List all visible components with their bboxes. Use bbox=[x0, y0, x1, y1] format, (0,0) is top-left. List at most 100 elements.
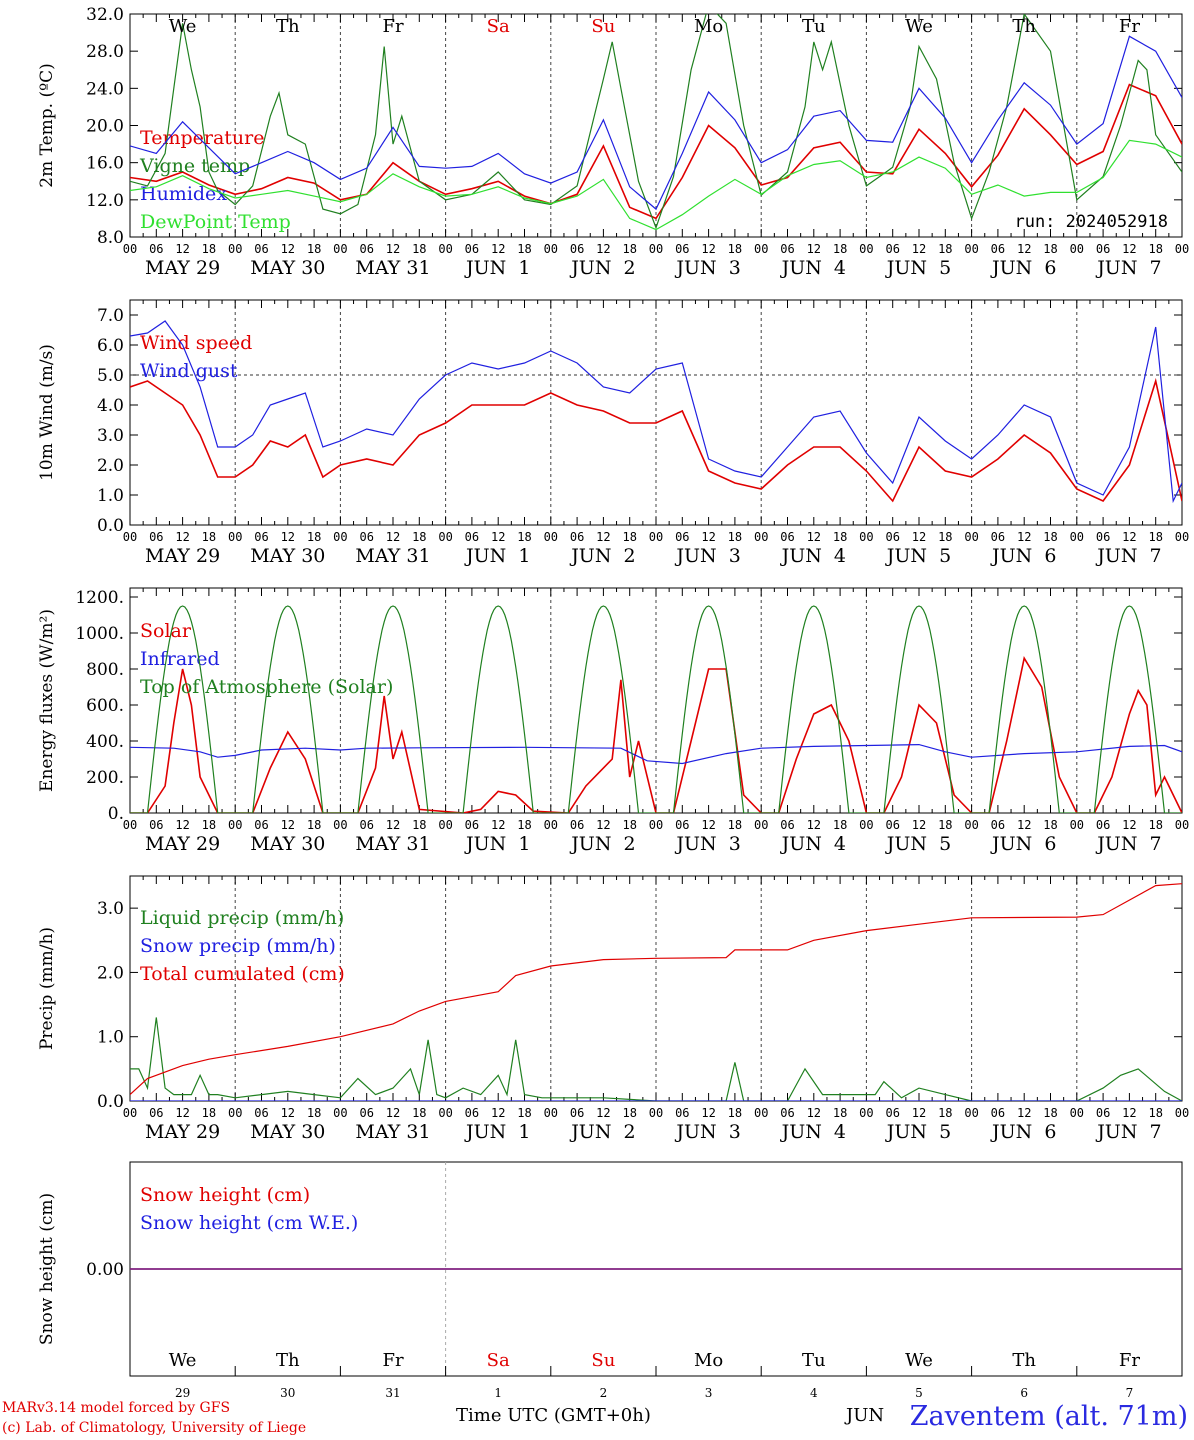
hour-tick-label: 18 bbox=[307, 530, 321, 544]
series-line-wind-speed bbox=[130, 377, 1182, 503]
hour-tick-label: 12 bbox=[596, 1106, 610, 1120]
weekday-label: Sa bbox=[487, 1350, 510, 1371]
y-axis-label: 2m Temp. (ºC) bbox=[37, 63, 57, 188]
hour-tick-label: 00 bbox=[859, 818, 873, 832]
date-label: JUN 7 bbox=[1095, 545, 1161, 567]
credit-lab: (c) Lab. of Climatology, University of L… bbox=[2, 1420, 307, 1436]
y-tick-label: 20.0 bbox=[86, 117, 124, 137]
weekday-label: Mo bbox=[694, 16, 723, 37]
hour-tick-label: 06 bbox=[570, 242, 584, 256]
hour-tick-label: 18 bbox=[1043, 818, 1057, 832]
hour-tick-label: 00 bbox=[859, 242, 873, 256]
hour-tick-label: 06 bbox=[675, 530, 689, 544]
hour-tick-label: 12 bbox=[807, 242, 821, 256]
hour-tick-label: 06 bbox=[675, 242, 689, 256]
hour-tick-label: 06 bbox=[991, 530, 1005, 544]
hour-tick-label: 12 bbox=[1122, 818, 1136, 832]
hour-tick-label: 18 bbox=[517, 818, 531, 832]
y-tick-label: 0.0 bbox=[97, 1092, 124, 1112]
weekday-label: Th bbox=[1012, 16, 1036, 37]
date-label: JUN 4 bbox=[780, 1121, 846, 1143]
hour-tick-label: 12 bbox=[1017, 1106, 1031, 1120]
date-label: MAY 30 bbox=[250, 545, 325, 567]
hour-tick-label: 00 bbox=[754, 242, 768, 256]
date-label: JUN 5 bbox=[885, 833, 951, 855]
hour-tick-label: 00 bbox=[333, 1106, 347, 1120]
hour-tick-label: 00 bbox=[754, 818, 768, 832]
weekday-label: We bbox=[169, 1350, 197, 1371]
hour-tick-label: 06 bbox=[149, 242, 163, 256]
date-label: MAY 29 bbox=[145, 833, 220, 855]
legend-vigne-temp: Vigne temp bbox=[139, 155, 250, 177]
y-tick-label: 12.0 bbox=[86, 191, 124, 211]
weekday-label: Th bbox=[1012, 1350, 1036, 1371]
date-label: JUN 5 bbox=[885, 545, 951, 567]
hour-tick-label: 00 bbox=[333, 530, 347, 544]
hour-tick-label: 12 bbox=[596, 818, 610, 832]
hour-tick-label: 00 bbox=[544, 818, 558, 832]
date-label: MAY 31 bbox=[355, 833, 430, 855]
hour-tick-label: 12 bbox=[281, 242, 295, 256]
hour-tick-label: 06 bbox=[780, 242, 794, 256]
hour-tick-label: 00 bbox=[544, 242, 558, 256]
hour-tick-label: 18 bbox=[202, 818, 216, 832]
hour-tick-label: 12 bbox=[912, 818, 926, 832]
date-label: JUN 7 bbox=[1095, 1121, 1161, 1143]
hour-tick-label: 00 bbox=[1175, 1106, 1189, 1120]
legend-snow-precip-mm-h: Snow precip (mm/h) bbox=[140, 935, 336, 957]
date-label: JUN 1 bbox=[464, 833, 530, 855]
hour-tick-label: 06 bbox=[254, 242, 268, 256]
hour-tick-label: 00 bbox=[438, 1106, 452, 1120]
hour-tick-label: 18 bbox=[202, 530, 216, 544]
hour-tick-label: 18 bbox=[517, 242, 531, 256]
y-tick-label: 32.0 bbox=[86, 5, 124, 25]
date-label: MAY 30 bbox=[250, 1121, 325, 1143]
hour-tick-label: 06 bbox=[465, 1106, 479, 1120]
hour-tick-label: 06 bbox=[1096, 530, 1110, 544]
series-line-total-cumulated-cm bbox=[130, 883, 1182, 1096]
time-axis-label: Time UTC (GMT+0h) bbox=[456, 1405, 651, 1426]
y-tick-label: 1200. bbox=[75, 588, 124, 608]
legend-snow-height-cm: Snow height (cm) bbox=[140, 1184, 310, 1206]
weekday-label: Su bbox=[591, 1350, 615, 1371]
date-label: MAY 31 bbox=[355, 257, 430, 279]
hour-tick-label: 18 bbox=[1148, 818, 1162, 832]
hour-tick-label: 18 bbox=[938, 242, 952, 256]
hour-tick-label: 18 bbox=[517, 1106, 531, 1120]
hour-tick-label: 12 bbox=[175, 530, 189, 544]
panel-frame-2 bbox=[129, 299, 1183, 526]
day-number-label: 7 bbox=[1126, 1386, 1134, 1400]
date-label: JUN 6 bbox=[990, 545, 1056, 567]
day-number-label: 30 bbox=[280, 1386, 295, 1400]
hour-tick-label: 12 bbox=[807, 1106, 821, 1120]
hour-tick-label: 00 bbox=[123, 242, 137, 256]
series-line-infrared bbox=[130, 743, 1182, 765]
hour-tick-label: 00 bbox=[859, 530, 873, 544]
weekday-label: We bbox=[169, 16, 197, 37]
date-label: MAY 29 bbox=[145, 257, 220, 279]
weekday-label: Th bbox=[276, 16, 300, 37]
hour-tick-label: 18 bbox=[1148, 530, 1162, 544]
day-number-label: 6 bbox=[1020, 1386, 1028, 1400]
y-tick-label: 16.0 bbox=[86, 154, 124, 174]
date-label: JUN 3 bbox=[674, 257, 740, 279]
weekday-label: Sa bbox=[487, 16, 510, 37]
legend-dewpoint-temp: DewPoint Temp bbox=[140, 211, 291, 233]
hour-tick-label: 06 bbox=[149, 1106, 163, 1120]
hour-tick-label: 18 bbox=[1043, 1106, 1057, 1120]
hour-tick-label: 06 bbox=[359, 530, 373, 544]
date-label: JUN 1 bbox=[464, 545, 530, 567]
hour-tick-label: 12 bbox=[596, 530, 610, 544]
date-label: JUN 4 bbox=[780, 545, 846, 567]
hour-tick-label: 00 bbox=[1175, 242, 1189, 256]
date-label: MAY 29 bbox=[145, 1121, 220, 1143]
month-label: JUN bbox=[846, 1405, 885, 1426]
hour-tick-label: 06 bbox=[1096, 1106, 1110, 1120]
y-tick-label: 4.0 bbox=[97, 396, 124, 416]
hour-tick-label: 00 bbox=[1175, 530, 1189, 544]
hour-tick-label: 00 bbox=[964, 530, 978, 544]
hour-tick-label: 06 bbox=[149, 530, 163, 544]
hour-tick-label: 12 bbox=[1122, 530, 1136, 544]
hour-tick-label: 12 bbox=[596, 242, 610, 256]
hour-tick-label: 12 bbox=[701, 530, 715, 544]
